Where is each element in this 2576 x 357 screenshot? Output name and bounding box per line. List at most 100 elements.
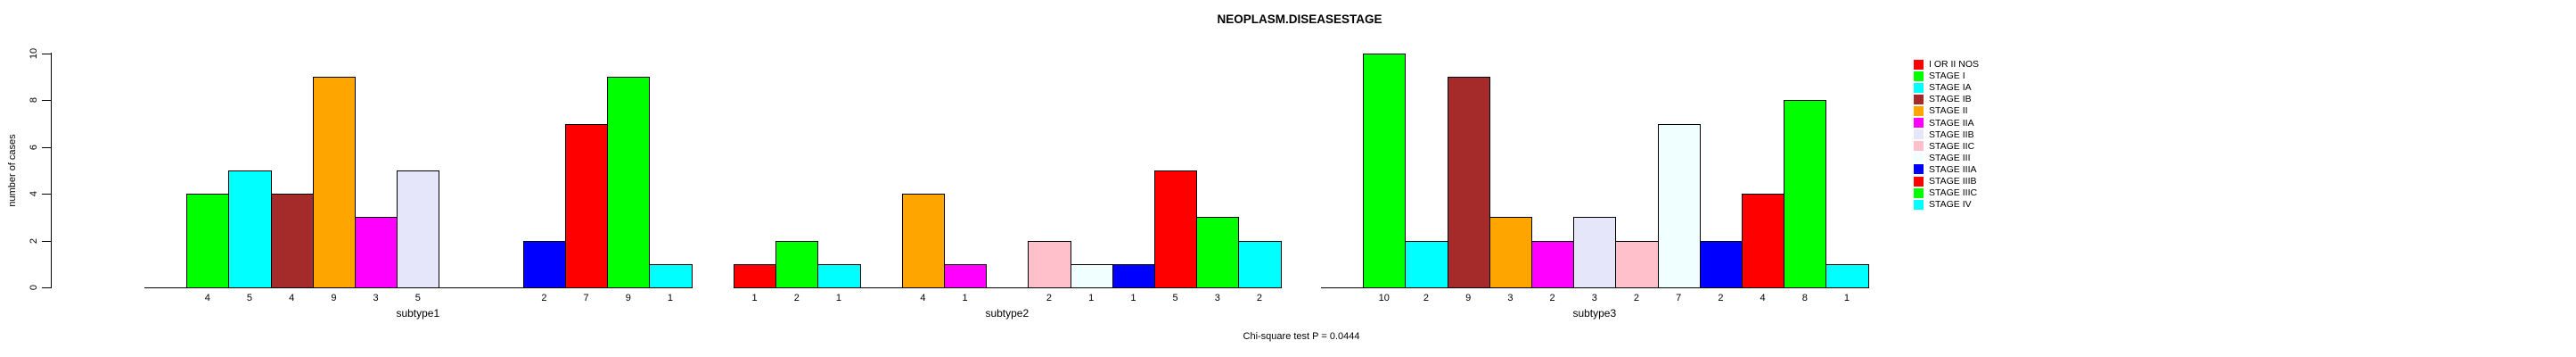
legend-swatch [1914,141,1924,152]
bar-value-label: 2 [793,293,800,303]
bar [817,263,861,288]
legend-row: STAGE III [1914,152,1970,163]
y-tick [42,194,51,195]
bar [186,194,230,288]
bar-value-label: 9 [625,293,631,303]
y-tick-label: 0 [29,284,39,291]
group-label: subtype3 [1572,307,1617,320]
legend-label: I OR II NOS [1929,59,1980,70]
legend-swatch [1914,71,1924,81]
bar-value-label: 3 [373,293,379,303]
group-label: subtype1 [396,307,440,320]
bar-value-label: 3 [1591,293,1597,303]
bar-value-label: 1 [751,293,758,303]
legend-label: STAGE IA [1929,82,1972,94]
legend-row: STAGE IB [1914,94,1972,105]
legend-label: STAGE I [1929,71,1965,82]
bar [944,263,988,288]
bar [775,240,819,288]
legend-swatch [1914,187,1924,198]
legend-row: STAGE I [1914,71,1965,82]
y-axis-title: number of cases [7,134,18,207]
bar [1573,217,1617,288]
legend-label: STAGE IB [1929,94,1972,105]
bar [312,77,356,288]
y-tick-label: 4 [29,191,39,197]
chi-square-caption: Chi-square test P = 0.0444 [1243,331,1360,342]
legend-row: STAGE IIIC [1914,187,1977,199]
chart-title: NEOPLASM.DISEASESTAGE [1217,12,1382,26]
bar [1196,217,1240,288]
bar-value-label: 1 [835,293,842,303]
bar-value-label: 4 [289,293,295,303]
bar [1742,194,1785,288]
legend-label: STAGE IIA [1929,117,1974,129]
legend-swatch [1914,94,1924,104]
bar [607,77,651,288]
bar [228,170,272,288]
bar [1657,123,1701,288]
bar-value-label: 1 [667,293,674,303]
bar [1028,240,1071,288]
legend-swatch [1914,118,1924,128]
legend-label: STAGE IV [1929,199,1972,211]
bar [1699,240,1743,288]
legend-row: STAGE IIIA [1914,163,1976,175]
bar [1825,263,1869,288]
bar-value-label: 7 [1676,293,1682,303]
bar [1489,217,1532,288]
legend-swatch [1914,129,1924,140]
bar-value-label: 1 [1088,293,1095,303]
y-tick-label: 8 [29,97,39,104]
legend-row: STAGE IIA [1914,117,1974,129]
bar-value-label: 2 [1549,293,1555,303]
y-tick-label: 2 [29,237,39,244]
bar [649,263,693,288]
y-tick-label: 6 [29,144,39,150]
legend-row: STAGE IIIB [1914,176,1976,187]
bar-value-label: 2 [1423,293,1430,303]
legend-label: STAGE IIIA [1929,163,1977,175]
bar-value-label: 4 [204,293,210,303]
legend-row: STAGE IA [1914,82,1972,94]
legend-label: STAGE III [1929,152,1971,163]
bar-value-label: 4 [920,293,926,303]
legend-label: STAGE IIC [1929,140,1975,152]
bar-value-label: 2 [1046,293,1053,303]
y-tick [42,100,51,102]
bar [565,123,609,288]
legend-swatch [1914,153,1924,163]
bar [1154,170,1198,288]
bar-value-label: 4 [1760,293,1766,303]
legend-label: STAGE IIIB [1929,176,1977,187]
bar-value-label: 2 [1633,293,1640,303]
bar-value-label: 2 [1718,293,1724,303]
bar [1615,240,1659,288]
legend-swatch [1914,199,1924,210]
y-tick-label: 10 [29,47,39,60]
bar-value-label: 1 [1130,293,1136,303]
y-tick [42,287,51,288]
legend-row: I OR II NOS [1914,59,1979,71]
bar-value-label: 1 [962,293,968,303]
legend-swatch [1914,105,1924,116]
legend-row: STAGE IV [1914,199,1972,211]
legend-row: STAGE IIB [1914,129,1974,140]
bar [355,217,398,288]
legend-label: STAGE II [1929,105,1968,117]
legend-swatch [1914,176,1924,187]
bar [1070,263,1113,288]
bar [734,263,777,288]
bar-value-label: 9 [331,293,337,303]
bar [1405,240,1448,288]
legend-label: STAGE IIIC [1929,187,1978,199]
y-axis-line [51,53,52,288]
bar-value-label: 8 [1801,293,1808,303]
bar [522,240,566,288]
bar-value-label: 5 [246,293,253,303]
bar-value-label: 5 [1172,293,1178,303]
bar [1447,77,1490,288]
bar-value-label: 2 [541,293,547,303]
bar-value-label: 2 [1256,293,1263,303]
